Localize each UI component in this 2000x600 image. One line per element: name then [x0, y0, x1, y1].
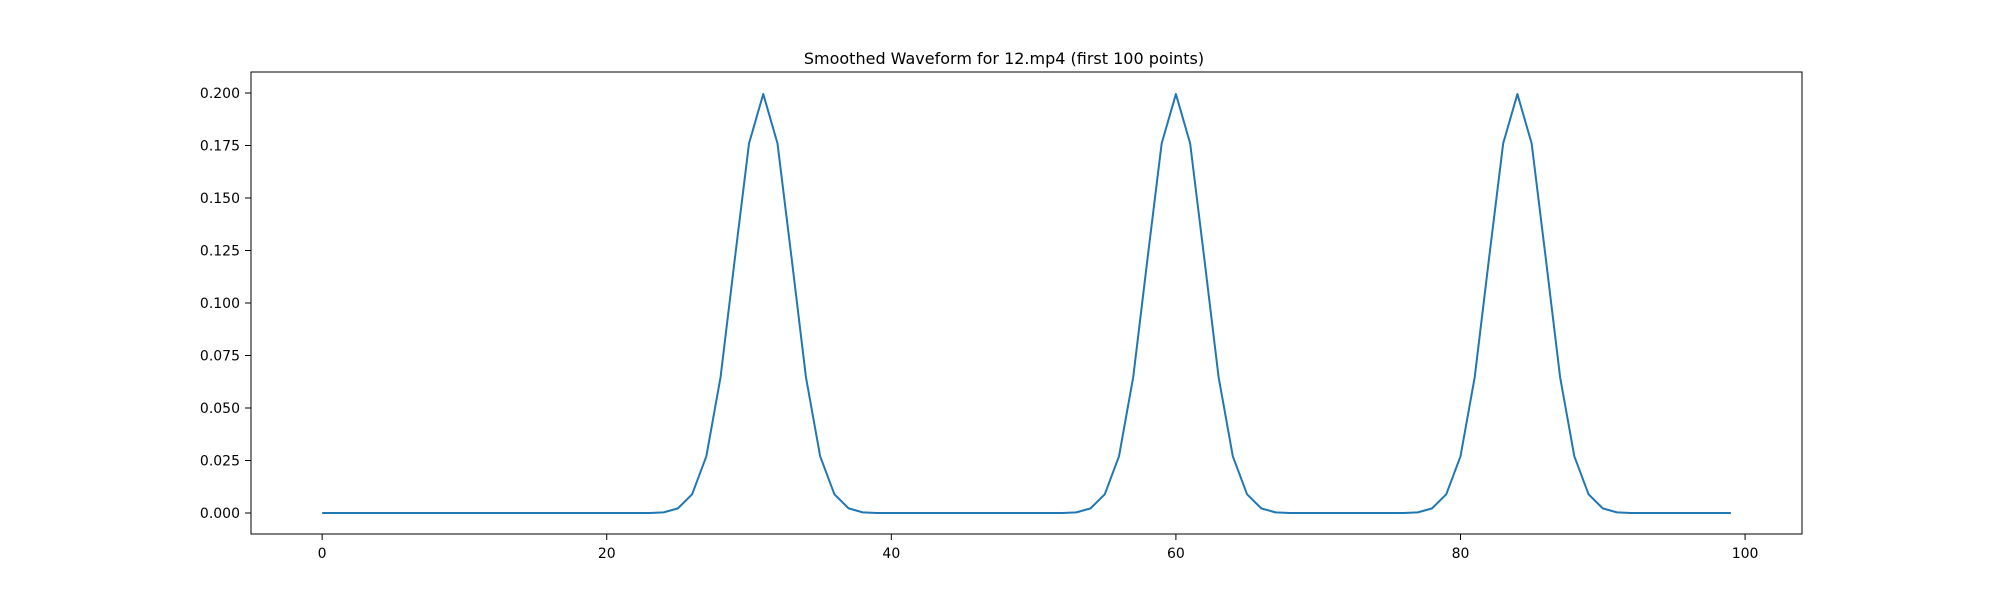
- x-tick-label: 0: [318, 546, 327, 562]
- plot-area: 0 20 40 60 80 100 0.000 0.025 0.050 0.075 0.100 0.1…: [200, 71, 1803, 562]
- y-tick-label: 0.000: [200, 506, 240, 522]
- x-tick-label: 40: [882, 546, 900, 562]
- x-tick-label: 60: [1167, 546, 1185, 562]
- y-tick-label: 0.025: [200, 454, 240, 470]
- y-tick-label: 0.050: [200, 401, 240, 417]
- x-tick-label: 20: [598, 546, 616, 562]
- y-tick-label: 0.100: [200, 296, 240, 312]
- y-tick-label: 0.175: [200, 139, 240, 155]
- chart-title: Smoothed Waveform for 12.mp4 (first 100 …: [804, 49, 1204, 68]
- x-tick-label: 100: [1732, 546, 1759, 562]
- y-tick-label: 0.200: [200, 86, 240, 102]
- y-tick-label: 0.125: [200, 244, 240, 260]
- y-tick-label: 0.150: [200, 191, 240, 207]
- x-tick-label: 80: [1452, 546, 1470, 562]
- series-line: [322, 93, 1731, 514]
- y-tick-label: 0.075: [200, 349, 240, 365]
